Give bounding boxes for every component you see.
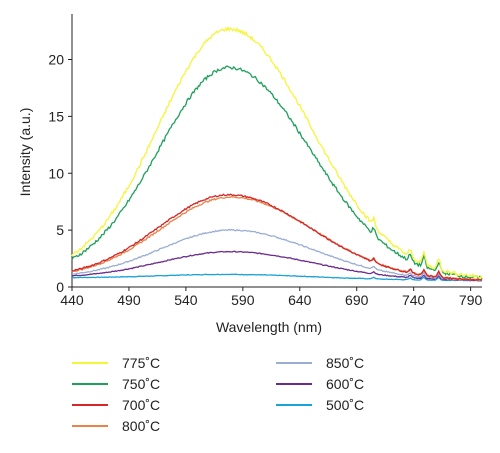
x-tick-label: 540	[174, 292, 198, 308]
x-tick-label: 590	[231, 292, 255, 308]
x-tick-label: 490	[117, 292, 141, 308]
legend-swatch	[276, 404, 312, 406]
legend-swatch	[72, 383, 108, 385]
x-tick-label: 740	[402, 292, 426, 308]
y-tick-label: 20	[48, 52, 64, 68]
legend-swatch	[72, 404, 108, 406]
series-line-850c	[72, 228, 483, 282]
series-line-500c	[71, 273, 483, 282]
series-line-750c	[71, 65, 483, 280]
x-axis-label: Wavelength (nm)	[216, 319, 322, 335]
x-tick-label: 440	[60, 292, 84, 308]
series-line-700c	[71, 193, 483, 282]
legend-item: 750˚C	[72, 375, 160, 393]
series-line-600c	[71, 250, 483, 282]
legend-label: 600˚C	[326, 376, 365, 392]
legend-label: 800˚C	[122, 418, 161, 434]
legend-item: 800˚C	[72, 417, 160, 435]
axes: 440 490 540 590 640 690 740 790 0 5 10 15 20	[48, 14, 483, 308]
legend-swatch	[72, 425, 108, 427]
x-tick-label: 790	[459, 292, 483, 308]
legend: 775˚C 750˚C 700˚C 800˚C 850˚C 600˚C 500˚C	[72, 354, 472, 444]
y-tick-label: 5	[56, 222, 64, 238]
legend-swatch	[72, 362, 108, 364]
y-tick-label: 0	[56, 279, 64, 295]
legend-item: 700˚C	[72, 396, 160, 414]
y-tick-label: 10	[48, 165, 64, 181]
legend-item: 775˚C	[72, 354, 160, 372]
legend-label: 750˚C	[122, 376, 161, 392]
y-tick-label: 15	[48, 108, 64, 124]
legend-item: 850˚C	[276, 354, 364, 372]
legend-label: 500˚C	[326, 397, 365, 413]
legend-swatch	[276, 383, 312, 385]
legend-item: 500˚C	[276, 396, 364, 414]
legend-swatch	[276, 362, 312, 364]
legend-label: 700˚C	[122, 397, 161, 413]
x-tick-label: 640	[288, 292, 312, 308]
series-line-775c	[71, 25, 483, 280]
spectrum-chart: 440 490 540 590 640 690 740 790 0 5 10 15 20 Wavelen…	[17, 14, 483, 335]
x-tick-label: 690	[345, 292, 369, 308]
series-layer	[71, 25, 483, 282]
legend-item: 600˚C	[276, 375, 364, 393]
legend-label: 775˚C	[122, 355, 161, 371]
y-axis-label: Intensity (a.u.)	[17, 108, 33, 197]
legend-label: 850˚C	[326, 355, 365, 371]
